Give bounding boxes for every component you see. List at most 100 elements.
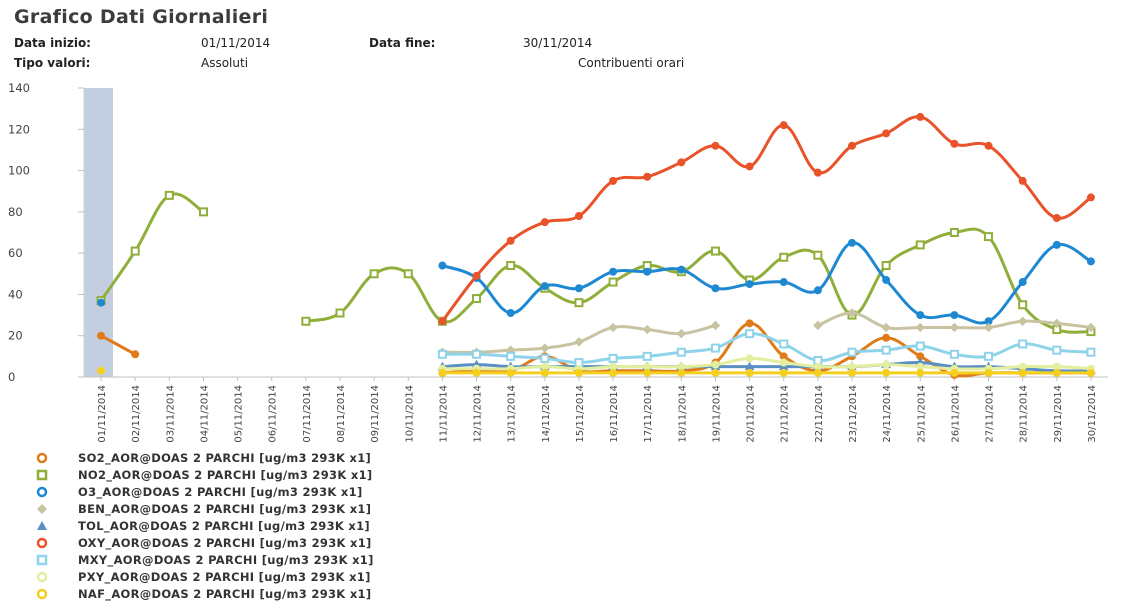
data-point-mxy — [1052, 345, 1062, 355]
x-tick-label: 23/11/2014 — [848, 385, 859, 443]
x-tick-label: 29/11/2014 — [1053, 385, 1064, 443]
y-tick-label: 20 — [8, 329, 23, 343]
legend-symbol-pxy — [36, 571, 48, 582]
data-point-o3 — [813, 286, 822, 295]
legend-item-oxy[interactable]: OXY_AOR@DOAS 2 PARCHI [ug/m3 293K x1] — [36, 534, 374, 551]
data-point-oxy — [609, 176, 618, 185]
data-point-o3 — [609, 267, 618, 276]
data-point-oxy — [916, 112, 925, 121]
legend-label: SO2_AOR@DOAS 2 PARCHI [ug/m3 293K x1] — [78, 450, 372, 465]
legend-item-o3[interactable]: O3_AOR@DOAS 2 PARCHI [ug/m3 293K x1] — [36, 483, 374, 500]
x-tick-label: 12/11/2014 — [473, 385, 484, 443]
data-point-o3 — [1086, 257, 1095, 266]
legend-marker — [36, 502, 66, 516]
data-point-oxy — [779, 121, 788, 130]
data-point-o3 — [1018, 278, 1027, 287]
data-point-so2 — [745, 319, 754, 328]
data-point-no2 — [881, 261, 891, 271]
x-tick-label: 25/11/2014 — [916, 385, 927, 443]
data-point-mxy — [779, 339, 789, 349]
legend-symbol-oxy — [36, 537, 48, 548]
data-point-no2 — [949, 228, 959, 237]
data-point-no2 — [130, 246, 140, 256]
x-tick-label: 30/11/2014 — [1087, 385, 1098, 443]
data-point-so2 — [131, 350, 140, 359]
data-point-mxy — [472, 349, 482, 359]
page-title: Grafico Dati Giornalieri — [14, 6, 269, 28]
legend-marker — [36, 451, 66, 465]
data-point-naf — [1052, 368, 1061, 377]
data-point-o3 — [574, 284, 583, 293]
x-tick-label: 02/11/2014 — [131, 385, 142, 443]
data-point-o3 — [643, 267, 652, 276]
data-point-no2 — [403, 269, 413, 279]
legend-symbol-so2 — [36, 452, 48, 463]
data-point-oxy — [984, 141, 993, 150]
value-type-value: Assoluti — [201, 56, 249, 70]
legend-item-mxy[interactable]: MXY_AOR@DOAS 2 PARCHI [ug/m3 293K x1] — [36, 551, 374, 568]
data-point-o3 — [438, 261, 447, 270]
data-point-o3 — [779, 278, 788, 287]
legend-item-pxy[interactable]: PXY_AOR@DOAS 2 PARCHI [ug/m3 293K x1] — [36, 568, 374, 585]
data-point-ben — [915, 322, 925, 333]
data-point-ben — [676, 328, 687, 339]
legend-marker — [36, 587, 66, 601]
x-tick-label: 14/11/2014 — [541, 385, 552, 443]
y-tick-label: 140 — [8, 81, 30, 95]
data-point-naf — [540, 368, 549, 377]
x-tick-label: 07/11/2014 — [302, 385, 313, 443]
data-point-mxy — [437, 349, 447, 359]
y-tick-label: 120 — [8, 122, 30, 136]
x-tick-label: 05/11/2014 — [234, 385, 245, 443]
legend-marker — [36, 536, 66, 550]
data-point-pxy — [779, 358, 788, 367]
data-point-oxy — [950, 139, 959, 148]
data-point-mxy — [540, 353, 550, 363]
data-point-no2 — [779, 252, 789, 262]
data-point-oxy — [711, 141, 720, 150]
data-point-naf — [1018, 368, 1027, 377]
data-point-no2 — [335, 308, 345, 318]
x-tick-label: 28/11/2014 — [1019, 385, 1030, 443]
data-point-o3 — [848, 238, 856, 247]
chart-legend: SO2_AOR@DOAS 2 PARCHI [ug/m3 293K x1] NO2… — [36, 449, 374, 602]
data-point-naf — [950, 368, 959, 377]
legend-item-naf[interactable]: NAF_AOR@DOAS 2 PARCHI [ug/m3 293K x1] — [36, 585, 374, 602]
legend-symbol-naf — [36, 588, 48, 599]
legend-item-ben[interactable]: BEN_AOR@DOAS 2 PARCHI [ug/m3 293K x1] — [36, 500, 374, 517]
legend-label: OXY_AOR@DOAS 2 PARCHI [ug/m3 293K x1] — [78, 535, 372, 550]
data-point-ben — [813, 320, 823, 331]
x-tick-label: 03/11/2014 — [165, 385, 176, 443]
data-point-mxy — [984, 351, 994, 361]
data-point-naf — [813, 368, 822, 377]
legend-item-so2[interactable]: SO2_AOR@DOAS 2 PARCHI [ug/m3 293K x1] — [36, 449, 374, 466]
data-point-oxy — [643, 172, 652, 181]
data-point-no2 — [472, 294, 482, 304]
legend-symbol-ben — [37, 503, 47, 514]
legend-item-tol[interactable]: TOL_AOR@DOAS 2 PARCHI [ug/m3 293K x1] — [36, 517, 374, 534]
data-point-oxy — [677, 158, 686, 167]
data-point-no2 — [164, 190, 174, 200]
data-point-mxy — [1018, 339, 1028, 349]
legend-item-no2[interactable]: NO2_AOR@DOAS 2 PARCHI [ug/m3 293K x1] — [36, 466, 374, 483]
data-point-no2 — [608, 277, 618, 287]
x-tick-label: 04/11/2014 — [199, 385, 210, 443]
data-point-naf — [677, 368, 686, 377]
x-tick-label: 01/11/2014 — [97, 385, 108, 443]
data-point-no2 — [710, 246, 720, 256]
x-tick-label: 11/11/2014 — [438, 385, 449, 443]
data-point-no2 — [506, 261, 516, 271]
data-point-ben — [710, 320, 721, 331]
y-tick-label: 80 — [8, 205, 23, 219]
legend-marker — [36, 553, 66, 567]
data-point-oxy — [1086, 193, 1095, 202]
data-point-naf — [97, 366, 106, 375]
data-point-naf — [984, 368, 993, 377]
data-point-naf — [438, 368, 447, 377]
data-point-oxy — [882, 129, 891, 138]
series-line-no2 — [99, 192, 205, 303]
legend-marker — [36, 570, 66, 584]
x-tick-label: 17/11/2014 — [643, 385, 654, 443]
x-tick-label: 26/11/2014 — [950, 385, 961, 443]
data-point-mxy — [642, 351, 652, 361]
